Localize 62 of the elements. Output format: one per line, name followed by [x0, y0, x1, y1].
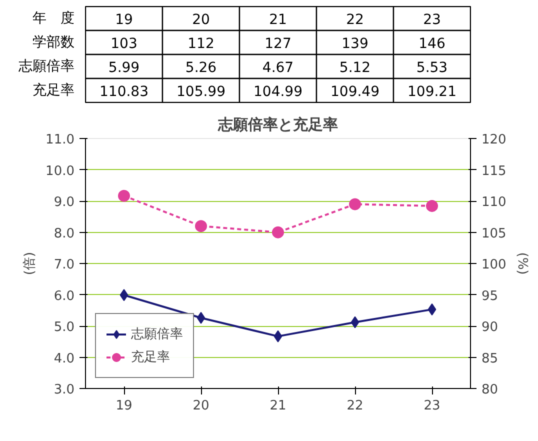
y-tick-label: 4.0: [54, 351, 75, 366]
y2-axis-title: (%): [514, 252, 530, 275]
data-label: 105.99: [176, 84, 226, 100]
y2-tick-label: 105: [482, 226, 506, 242]
x-tick-label: 20: [192, 398, 210, 414]
point: [274, 330, 282, 342]
legend-label: 充足率: [131, 349, 170, 366]
data-label: 4.67: [262, 60, 294, 76]
y-tick-label: 9.0: [54, 195, 75, 210]
point: [120, 289, 128, 302]
x-tick-label: 22: [346, 398, 364, 414]
y2-tick-label: 120: [482, 132, 506, 148]
y2-tick-label: 85: [482, 351, 498, 366]
point: [349, 198, 361, 210]
y2-tick-label: 80: [482, 382, 498, 398]
data-label: 5.12: [339, 60, 371, 76]
text: 学部数: [32, 34, 74, 50]
y2-tick-label: 90: [482, 320, 498, 335]
point: [428, 303, 436, 316]
y2-tick-label: 95: [482, 288, 498, 304]
x-tick-label: 19: [116, 398, 132, 414]
y-tick-label: 11.0: [46, 132, 75, 148]
y2-tick-label: 100: [482, 258, 506, 272]
data-label: 5.99: [108, 60, 140, 76]
point: [272, 226, 284, 238]
y-tick-label: 3.0: [54, 382, 75, 398]
point: [350, 316, 360, 328]
category-label: 21: [269, 12, 287, 28]
point: [118, 190, 130, 202]
y-tick-label: 6.0: [54, 288, 75, 304]
data-label: 109.21: [408, 84, 457, 100]
text: 139: [342, 36, 368, 52]
chart-title: 志願倍率と充足率: [217, 116, 338, 134]
y-tick-label: 5.0: [54, 320, 75, 335]
category-label: 23: [423, 12, 441, 28]
x-tick-label: 23: [424, 398, 440, 414]
category-label: 19: [115, 12, 133, 28]
x-tick-label: 21: [270, 398, 286, 414]
y2-tick-label: 115: [482, 164, 506, 179]
y2-tick-label: 110: [482, 195, 506, 210]
data-label: 110.83: [100, 84, 149, 100]
text: 充足率: [32, 82, 74, 98]
category-label: 22: [346, 12, 364, 28]
data-label: 109.49: [330, 84, 380, 100]
legend-label: 志願倍率: [131, 326, 183, 343]
text: 年 度: [32, 10, 74, 26]
y-tick-label: 10.0: [46, 164, 75, 179]
y-tick-label: 8.0: [54, 226, 75, 242]
y-tick-label: 7.0: [54, 258, 75, 272]
text: 103: [110, 36, 138, 52]
data-label: 104.99: [254, 84, 303, 100]
y-axis-title: (倍): [22, 252, 38, 276]
text: 112: [188, 36, 214, 52]
point: [195, 220, 207, 232]
category-label: 20: [192, 12, 210, 28]
text: 志願倍率: [18, 58, 74, 74]
data-label: 5.53: [416, 60, 448, 76]
text: 127: [264, 36, 292, 52]
data-label: 5.26: [185, 60, 217, 76]
point: [426, 200, 438, 212]
text: 146: [418, 36, 446, 52]
point: [196, 312, 206, 324]
